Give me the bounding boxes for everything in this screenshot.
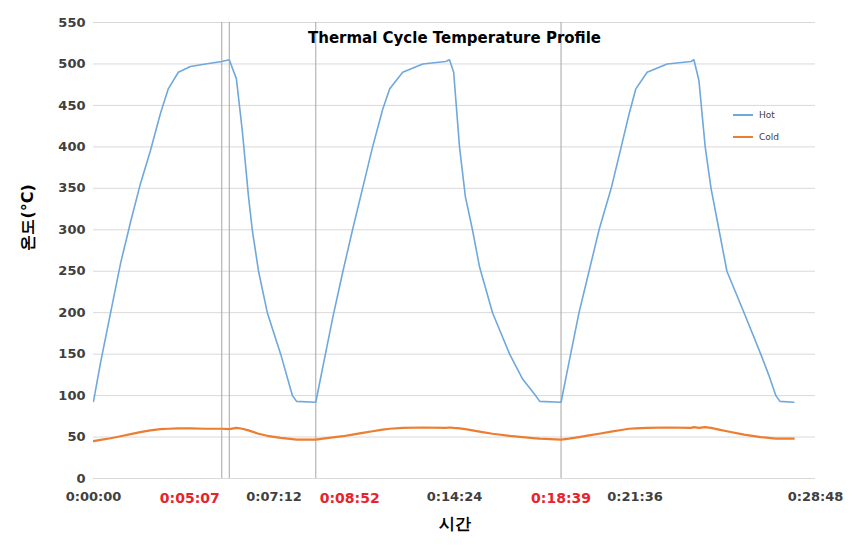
- svg-text:0:07:12: 0:07:12: [246, 489, 302, 504]
- svg-text:150: 150: [58, 346, 85, 361]
- svg-text:0:21:36: 0:21:36: [607, 489, 663, 504]
- svg-text:50: 50: [67, 429, 85, 444]
- svg-text:200: 200: [58, 305, 85, 320]
- svg-text:500: 500: [58, 56, 85, 71]
- svg-text:Thermal Cycle Temperature Prof: Thermal Cycle Temperature Profile: [308, 29, 601, 47]
- svg-text:0: 0: [76, 471, 85, 486]
- svg-text:0:18:39: 0:18:39: [531, 490, 591, 506]
- svg-text:0:08:52: 0:08:52: [320, 490, 380, 506]
- svg-text:온도(°C): 온도(°C): [18, 184, 37, 250]
- html-text:Cold: Cold: [759, 132, 779, 142]
- svg-text:300: 300: [58, 222, 85, 237]
- svg-text:400: 400: [58, 139, 85, 154]
- svg-text:350: 350: [58, 180, 85, 195]
- svg-text:450: 450: [58, 98, 85, 113]
- html-text:Hot: Hot: [759, 110, 775, 120]
- svg-text:100: 100: [58, 388, 85, 403]
- svg-text:250: 250: [58, 263, 85, 278]
- svg-text:0:28:48: 0:28:48: [788, 489, 844, 504]
- svg-text:0:05:07: 0:05:07: [160, 490, 220, 506]
- svg-text:0:00:00: 0:00:00: [66, 489, 122, 504]
- svg-text:0:14:24: 0:14:24: [427, 489, 483, 504]
- svg-text:550: 550: [58, 15, 85, 30]
- svg-text:시간: 시간: [439, 514, 471, 533]
